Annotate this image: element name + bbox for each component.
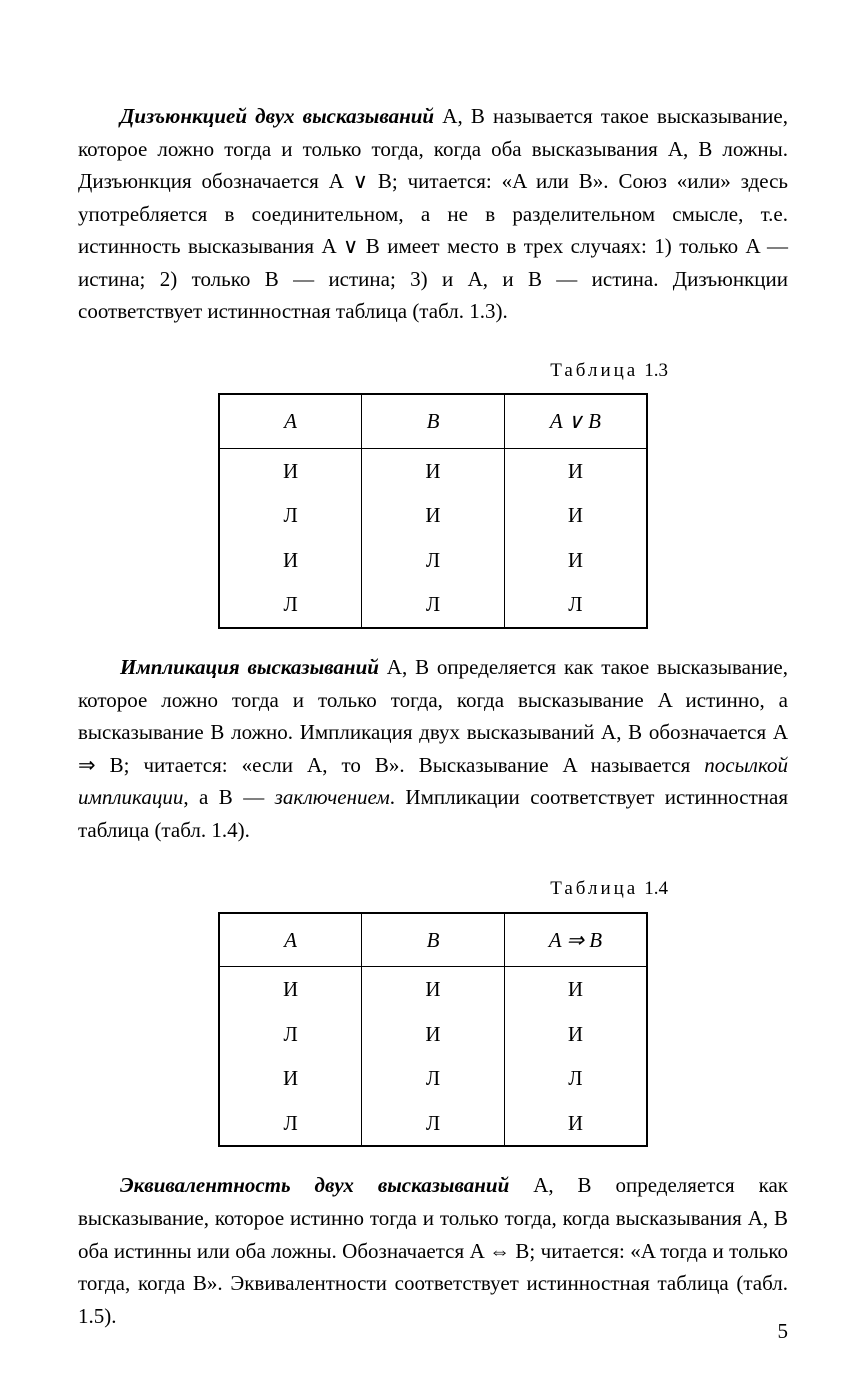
table-head: A B A ∨ B [219,394,647,448]
cell: И [504,538,647,583]
cell: И [504,967,647,1012]
table-header-row: A B A ⇒ B [219,913,647,967]
cell: Л [362,538,505,583]
cell: И [362,448,505,493]
table-head: A B A ⇒ B [219,913,647,967]
caption-table-1-3: Таблица 1.3 [78,356,668,385]
cell: И [504,1012,647,1057]
cell: Л [219,493,362,538]
table-row: Л И И [219,1012,647,1057]
paragraph-disjunction: Дизъюнкцией двух высказываний A, B назыв… [78,100,788,328]
cell: И [362,967,505,1012]
cell: И [219,538,362,583]
page-number: 5 [778,1315,789,1348]
term-equivalence: Эквивалентность двух высказываний [120,1173,509,1197]
table-row: И Л Л [219,1056,647,1101]
paragraph-equivalence: Эквивалентность двух высказываний A, B о… [78,1169,788,1332]
table-body: И И И Л И И И Л Л Л Л И [219,967,647,1147]
cell: Л [504,582,647,628]
th-B: B [362,913,505,967]
cell: Л [362,582,505,628]
table-row: Л Л Л [219,582,647,628]
caption-word-1-3: Таблица [550,360,638,381]
page: Дизъюнкцией двух высказываний A, B назыв… [0,0,868,1392]
table-row: Л Л И [219,1101,647,1147]
cell: Л [219,1101,362,1147]
table-row: Л И И [219,493,647,538]
cell: И [504,1101,647,1147]
th-A: A [219,913,362,967]
table-row: И И И [219,448,647,493]
table-row: И Л И [219,538,647,583]
cell: И [219,967,362,1012]
caption-table-1-4: Таблица 1.4 [78,874,668,903]
term-conclusion: заключением [275,785,390,809]
para1-tail: A, B называется такое высказывание, кото… [78,104,788,323]
para2-mid2: , а B — [183,785,274,809]
truth-table-1-3: A B A ∨ B И И И Л И И И Л И Л [218,393,648,629]
paragraph-implication: Импликация высказываний A, B определяетс… [78,651,788,846]
cell: Л [362,1101,505,1147]
truth-table-1-4: A B A ⇒ B И И И Л И И И Л Л Л [218,912,648,1148]
th-A-or-B: A ∨ B [504,394,647,448]
cell: И [219,448,362,493]
caption-num-1-3: 1.3 [644,360,668,381]
th-A: A [219,394,362,448]
cell: Л [504,1056,647,1101]
cell: И [219,1056,362,1101]
table-row: И И И [219,967,647,1012]
table-header-row: A B A ∨ B [219,394,647,448]
th-B: B [362,394,505,448]
cell: Л [219,582,362,628]
cell: И [362,1012,505,1057]
cell: Л [362,1056,505,1101]
table-body: И И И Л И И И Л И Л Л Л [219,448,647,628]
term-disjunction: Дизъюнкцией двух высказываний [120,104,434,128]
cell: И [504,448,647,493]
cell: И [362,493,505,538]
caption-word-1-4: Таблица [550,878,638,899]
cell: И [504,493,647,538]
th-A-imp-B: A ⇒ B [504,913,647,967]
term-implication: Импликация высказываний [120,655,379,679]
caption-num-1-4: 1.4 [644,878,668,899]
cell: Л [219,1012,362,1057]
